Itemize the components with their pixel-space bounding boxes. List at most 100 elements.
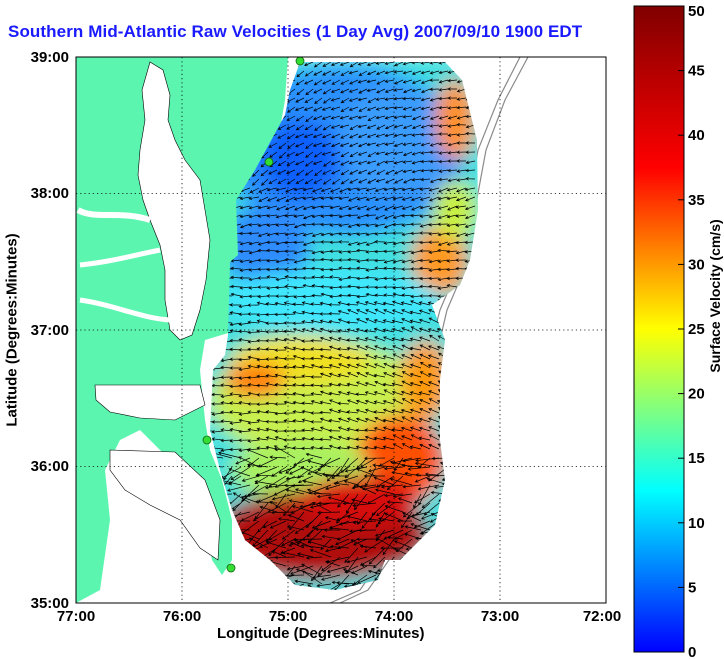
velocity-arrow — [455, 223, 467, 227]
velocity-arrow — [322, 88, 332, 95]
velocity-arrow — [383, 362, 395, 369]
velocity-arrow — [392, 266, 404, 271]
velocity-arrow — [417, 484, 440, 491]
grid — [76, 57, 606, 603]
velocity-arrow — [292, 375, 305, 380]
velocity-arrow — [302, 223, 314, 227]
velocity-arrow — [465, 141, 476, 145]
velocity-arrow — [314, 97, 323, 104]
velocity-arrow — [328, 364, 341, 369]
velocity-arrow — [409, 426, 422, 432]
velocity-arrow — [301, 570, 323, 585]
velocity-arrow — [364, 408, 377, 414]
velocity-arrow — [374, 416, 386, 423]
velocity-arrow — [329, 258, 341, 262]
velocity-arrow — [349, 133, 359, 139]
velocity-arrow — [319, 354, 332, 360]
velocity-arrow — [256, 301, 269, 306]
velocity-arrow — [410, 240, 422, 244]
velocity-arrow — [375, 214, 386, 220]
velocity-arrow — [378, 517, 395, 522]
velocity-arrow — [328, 435, 341, 441]
velocity-arrow — [428, 390, 440, 396]
velocity-arrow — [374, 232, 386, 236]
velocity-arrow — [384, 151, 395, 156]
velocity-arrow — [446, 214, 458, 219]
velocity-arrow — [256, 437, 269, 441]
velocity-arrow — [367, 169, 377, 175]
velocity-arrow — [347, 257, 359, 262]
velocity-arrow — [301, 301, 314, 306]
velocity-arrow — [255, 473, 278, 478]
velocity-arrow — [210, 393, 215, 398]
velocity-arrow — [410, 511, 431, 518]
velocity-arrow — [338, 277, 350, 282]
velocity-arrow — [326, 565, 350, 573]
velocity-arrow — [420, 79, 431, 84]
velocity-arrow — [347, 205, 359, 210]
velocity-arrow — [383, 276, 395, 281]
velocity-arrow — [296, 70, 305, 78]
velocity-arrow — [292, 391, 305, 396]
velocity-arrow — [420, 177, 431, 182]
velocity-arrow — [429, 159, 440, 164]
velocity-arrow — [392, 285, 404, 290]
velocity-arrow — [347, 232, 359, 236]
velocity-arrow — [429, 196, 440, 202]
velocity-arrow — [396, 519, 413, 523]
velocity-arrow — [239, 249, 251, 254]
velocity-arrow — [220, 375, 233, 380]
velocity-arrow — [356, 196, 368, 201]
velocity-arrow — [367, 178, 377, 184]
velocity-arrow — [393, 88, 404, 92]
velocity-arrow — [402, 62, 413, 66]
velocity-arrow — [328, 319, 341, 324]
velocity-arrow — [312, 502, 332, 513]
velocity-arrow — [302, 205, 314, 210]
velocity-arrow — [340, 151, 350, 157]
velocity-arrow — [356, 266, 368, 270]
velocity-arrow — [293, 457, 314, 466]
velocity-arrow — [383, 259, 395, 264]
velocity-arrow — [277, 517, 296, 522]
velocity-arrow — [275, 267, 287, 271]
velocity-arrow — [376, 124, 386, 130]
velocity-arrow — [359, 544, 377, 549]
velocity-arrow — [438, 96, 449, 101]
velocity-arrow — [256, 313, 269, 317]
velocity-arrow — [305, 88, 314, 96]
colorbar-tick-label: 25 — [688, 321, 705, 338]
y-tick-label: 39:00 — [31, 49, 69, 66]
velocity-arrow — [290, 565, 314, 575]
velocity-arrow — [329, 196, 341, 200]
plot-frame — [75, 56, 607, 604]
velocity-arrow — [349, 79, 359, 85]
velocity-arrow — [323, 160, 332, 167]
velocity-arrow — [365, 372, 377, 378]
velocity-arrow — [376, 88, 386, 94]
velocity-arrow — [402, 142, 413, 147]
velocity-arrow — [357, 169, 368, 175]
velocity-arrow — [247, 421, 260, 425]
velocity-arrow — [301, 393, 314, 398]
velocity-arrow — [464, 223, 476, 228]
velocity-arrow — [446, 196, 458, 201]
velocity-arrow — [311, 266, 323, 271]
velocity-arrow — [328, 311, 341, 316]
velocity-arrow — [429, 132, 440, 137]
velocity-arrow — [274, 329, 287, 333]
velocity-arrow — [373, 391, 386, 396]
velocity-arrow — [428, 284, 440, 289]
velocity-arrow — [419, 187, 431, 191]
velocity-arrow — [411, 97, 422, 101]
velocity-arrow — [438, 187, 449, 193]
colorbar-label: Surface Velocity (cm/s) — [707, 219, 723, 373]
velocity-arrow — [251, 178, 260, 186]
velocity-arrow — [337, 309, 350, 315]
velocity-arrow — [301, 320, 314, 324]
velocity-arrow — [392, 222, 404, 227]
velocity-arrow — [246, 463, 269, 468]
velocity-arrow — [229, 427, 242, 432]
velocity-arrow — [220, 419, 233, 423]
velocity-arrow — [322, 70, 332, 76]
